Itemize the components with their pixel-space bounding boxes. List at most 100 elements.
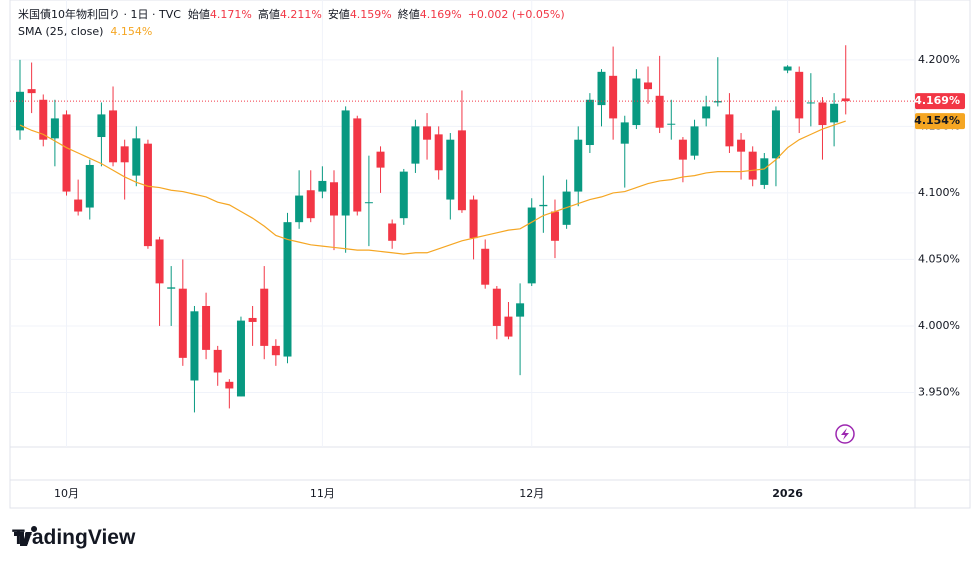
price-label: 4.169% — [914, 94, 960, 107]
candle-body — [85, 164, 94, 208]
candle-body — [492, 288, 501, 326]
candle-body — [16, 91, 24, 131]
candle-body — [806, 102, 815, 104]
candle-body — [446, 139, 455, 200]
y-tick-label: 4.050% — [918, 252, 960, 265]
candle-body — [411, 126, 420, 164]
candle-body — [655, 95, 664, 128]
candle-body — [295, 195, 304, 223]
candle-body — [364, 202, 373, 204]
indicator-value: 4.154% — [110, 25, 153, 38]
candle-body — [818, 102, 827, 126]
brand-logo — [14, 526, 38, 546]
indicator-label: SMA (25, close) — [18, 25, 104, 38]
y-tick-label: 4.000% — [918, 319, 960, 332]
candle-body — [399, 171, 408, 219]
candle-body — [213, 349, 222, 373]
candle-body — [423, 126, 432, 140]
candle-body — [62, 114, 71, 192]
price-label-box — [915, 113, 965, 130]
label: 終値 — [397, 8, 420, 21]
candle-body — [713, 101, 722, 103]
candle-body — [283, 222, 292, 357]
candle-body — [678, 139, 687, 160]
candle-body — [50, 118, 59, 139]
candle-body — [795, 71, 804, 119]
candle-body — [376, 151, 385, 168]
value: 4.159% — [349, 8, 392, 21]
candle-body — [504, 316, 513, 337]
label: 安値 — [327, 8, 350, 21]
candle-body — [841, 98, 850, 102]
candle-body — [109, 110, 118, 163]
candle-body — [760, 158, 769, 185]
candle-body — [539, 204, 548, 207]
candle-body — [155, 239, 164, 284]
candle-body — [830, 103, 839, 123]
sma-line — [19, 120, 846, 255]
candle-body — [469, 199, 478, 239]
candle-body — [597, 71, 606, 106]
candle-body — [120, 146, 129, 163]
change: +0.002 (+0.05%) — [467, 8, 565, 21]
candle-body — [330, 182, 339, 216]
candle-body — [74, 199, 83, 212]
candle-body — [132, 138, 141, 176]
candle-body — [236, 320, 245, 397]
candle-body — [702, 106, 711, 119]
candle-body — [737, 139, 746, 152]
candle-body — [725, 114, 734, 147]
value: 4.211% — [279, 8, 322, 21]
x-tick-label: 12月 — [519, 487, 544, 500]
brand: TradingView — [12, 526, 136, 549]
candle-body — [783, 66, 792, 71]
candle-body — [667, 123, 676, 125]
legend: 米国債10年物利回り · 1日 · TVC 始値4.171% 高値4.211% 安値… — [18, 6, 571, 40]
candle-body — [550, 211, 559, 241]
candle-body — [585, 99, 594, 146]
candle-body — [562, 191, 571, 225]
candle-body — [306, 190, 315, 219]
candle-body — [574, 139, 583, 192]
candle-body — [97, 114, 106, 138]
candle-body — [481, 248, 490, 285]
candle-body — [690, 126, 699, 156]
event-icon-bolt — [841, 428, 849, 440]
candle-body — [202, 305, 211, 350]
y-tick-label: 4.200% — [918, 53, 960, 66]
candle-body — [143, 143, 152, 247]
x-tick-label: 10月 — [54, 487, 79, 500]
candle-body — [27, 89, 36, 94]
candle-body — [609, 75, 618, 119]
symbol-title: 米国債10年物利回り · 1日 · TVC — [18, 8, 181, 21]
x-tick-label: 2026 — [772, 487, 803, 500]
candle-body — [644, 82, 653, 90]
candle-body — [771, 110, 780, 159]
candle-body — [632, 78, 641, 126]
candle-body — [341, 110, 350, 216]
candle-body — [353, 118, 362, 212]
candle-body — [190, 311, 199, 381]
candle-body — [225, 381, 234, 389]
y-tick-label: 3.950% — [918, 385, 960, 398]
candle-body — [527, 207, 536, 284]
candle-body — [516, 303, 525, 317]
candle-body — [318, 180, 327, 192]
frame — [9, 0, 971, 509]
candle-body — [248, 317, 257, 322]
y-tick-label: 4.100% — [918, 186, 960, 199]
candle-body — [260, 288, 269, 346]
value: 4.169% — [419, 8, 462, 21]
candle-body — [271, 345, 280, 356]
candle-body — [457, 130, 466, 211]
price-label-box — [915, 93, 965, 110]
candle-body — [178, 288, 187, 358]
candle-body — [620, 122, 629, 144]
value: 4.171% — [209, 8, 252, 21]
candle-body — [39, 99, 48, 140]
candle-body — [748, 151, 757, 180]
x-tick-label: 11月 — [310, 487, 335, 500]
price-label: 4.154% — [914, 114, 960, 127]
